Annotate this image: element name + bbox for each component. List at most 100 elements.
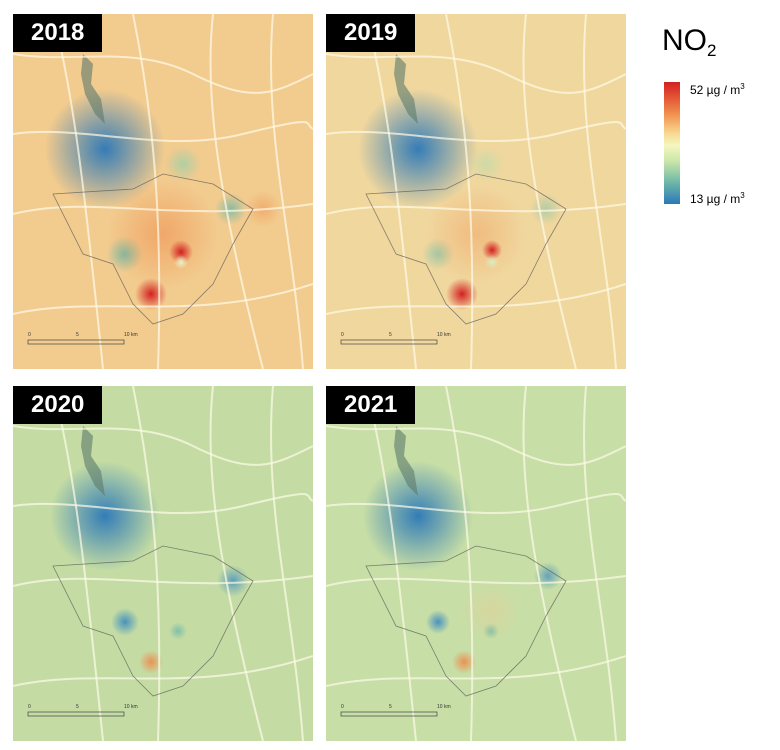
map-canvas[interactable]: 0 5 10 km	[13, 386, 313, 741]
concentration-hotspot	[174, 255, 188, 269]
concentration-hotspot	[111, 608, 139, 636]
reservoir-shape	[81, 426, 105, 496]
road-line	[583, 386, 617, 741]
map-svg: 0 5 10 km	[326, 14, 626, 369]
legend-title: NO2	[662, 24, 716, 61]
road-line	[326, 283, 626, 315]
road-line	[13, 425, 313, 466]
road-line	[583, 14, 617, 369]
road-line	[270, 386, 304, 741]
concentration-hotspot	[468, 146, 504, 182]
legend-pollutant-subscript: 2	[707, 41, 717, 60]
map-panel-2021[interactable]: 0 5 10 km 2021	[326, 386, 626, 741]
road-line	[13, 655, 313, 687]
year-label: 2019	[326, 14, 416, 52]
road-line	[13, 53, 313, 94]
concentration-hotspot	[50, 461, 160, 571]
legend-min-value: 13 µg / m	[690, 192, 741, 206]
district-boundary	[52, 173, 254, 325]
concentration-hotspot	[358, 89, 478, 209]
scale-bar	[27, 711, 125, 717]
map-background	[326, 386, 626, 741]
concentration-hotspot	[530, 193, 562, 225]
reservoir-shape	[394, 54, 418, 124]
concentration-hotspot	[169, 240, 193, 264]
road-line	[13, 121, 313, 143]
scale-bar	[27, 339, 125, 345]
road-line	[445, 14, 474, 369]
road-line	[132, 386, 161, 741]
year-label: 2018	[13, 14, 103, 52]
scale-bar-tick-label: 10 km	[437, 704, 451, 710]
map-svg: 0 5 10 km	[13, 14, 313, 369]
scale-bar-tick-label: 5	[76, 704, 79, 710]
map-canvas[interactable]: 0 5 10 km	[13, 14, 313, 369]
legend-pollutant: NO	[662, 24, 707, 57]
map-panel-2018[interactable]: 0 5 10 km 2018	[13, 14, 313, 369]
year-label: 2020	[13, 386, 103, 424]
road-line	[326, 425, 626, 466]
scale-bar-tick-label: 10 km	[437, 332, 451, 338]
concentration-hotspot	[485, 255, 499, 269]
road-line	[326, 203, 626, 215]
scale-bar-tick-label: 5	[389, 332, 392, 338]
concentration-hotspot	[461, 581, 521, 641]
scale-bar-tick-label: 0	[341, 704, 344, 710]
district-boundary	[365, 545, 567, 697]
legend-color-bar	[664, 82, 680, 204]
concentration-hotspot	[426, 184, 526, 284]
legend-min-label: 13 µg / m3	[690, 191, 745, 206]
map-background	[13, 386, 313, 741]
road-line	[326, 493, 626, 515]
legend-max-value: 52 µg / m	[690, 83, 741, 97]
concentration-hotspot	[169, 622, 187, 640]
road-line	[209, 386, 264, 741]
year-label: 2021	[326, 386, 416, 424]
scale-bar-tick-label: 5	[389, 704, 392, 710]
concentration-hotspot	[215, 193, 247, 225]
map-svg: 0 5 10 km	[13, 386, 313, 741]
district-boundary	[52, 545, 254, 697]
concentration-hotspot	[217, 565, 249, 597]
legend-min-unit-sup: 3	[740, 191, 745, 200]
reservoir-shape	[394, 426, 418, 496]
concentration-hotspot	[108, 179, 218, 289]
scale-bar-tick-label: 0	[28, 332, 31, 338]
road-line	[270, 14, 304, 369]
road-line	[522, 386, 577, 741]
scale-bar-tick-label: 5	[76, 332, 79, 338]
road-line	[13, 575, 313, 587]
legend-max-unit-sup: 3	[740, 82, 745, 91]
scale-bar	[340, 711, 438, 717]
road-line	[326, 655, 626, 687]
scale-bar-tick-label: 0	[341, 332, 344, 338]
map-panel-2020[interactable]: 0 5 10 km 2020	[13, 386, 313, 741]
district-boundary	[365, 173, 567, 325]
scale-bar-tick-label: 10 km	[124, 704, 138, 710]
concentration-hotspot	[139, 650, 163, 674]
concentration-hotspot	[45, 89, 165, 209]
reservoir-shape	[81, 54, 105, 124]
scale-bar-tick-label: 0	[28, 704, 31, 710]
concentration-hotspot	[452, 650, 476, 674]
concentration-hotspot	[135, 278, 167, 310]
map-svg: 0 5 10 km	[326, 386, 626, 741]
scale-bar	[340, 339, 438, 345]
road-line	[445, 386, 474, 741]
road-line	[132, 14, 161, 369]
concentration-hotspot	[363, 461, 473, 571]
road-line	[326, 53, 626, 94]
map-canvas[interactable]: 0 5 10 km	[326, 386, 626, 741]
road-line	[209, 14, 264, 369]
road-line	[326, 121, 626, 143]
legend-max-label: 52 µg / m3	[690, 82, 745, 97]
road-line	[13, 203, 313, 215]
concentration-hotspot	[426, 610, 450, 634]
concentration-hotspot	[446, 278, 478, 310]
map-canvas[interactable]: 0 5 10 km	[326, 14, 626, 369]
road-line	[13, 493, 313, 515]
road-line	[522, 14, 577, 369]
road-line	[13, 283, 313, 315]
concentration-hotspot	[482, 240, 502, 260]
map-panel-2019[interactable]: 0 5 10 km 2019	[326, 14, 626, 369]
